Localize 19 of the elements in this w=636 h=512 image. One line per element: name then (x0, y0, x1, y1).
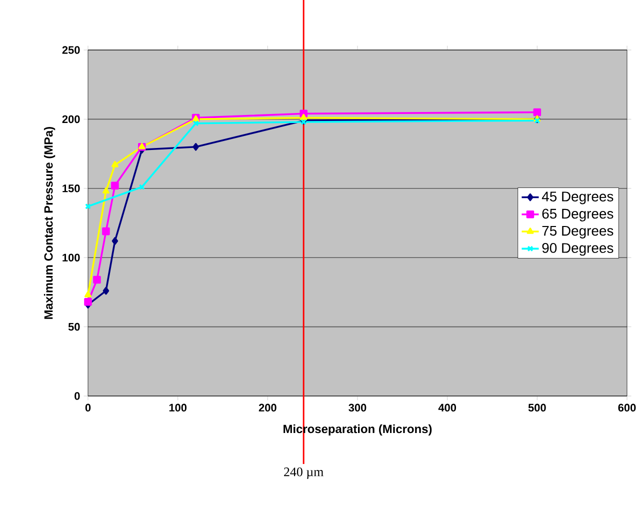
x-tick-label: 500 (528, 404, 546, 412)
y-axis-title: Maximum Contact Pressure (MPa) (44, 126, 56, 319)
x-tick-label: 400 (438, 404, 456, 412)
x-tick-label: 0 (85, 404, 91, 412)
y-tick-label: 0 (74, 392, 80, 400)
y-tick-label: 250 (62, 46, 80, 54)
legend-label: 75 Degrees (542, 226, 614, 238)
x-tick-label: 600 (618, 404, 636, 412)
y-tick-label: 100 (62, 254, 80, 262)
ref-line-label: 240 µm (284, 468, 324, 479)
y-tick-label: 150 (62, 184, 80, 192)
y-tick-label: 200 (62, 115, 80, 124)
y-tick-label: 50 (68, 322, 80, 331)
x-tick-label: 300 (348, 404, 366, 412)
legend-label: 90 Degrees (542, 243, 614, 256)
x-tick-label: 100 (169, 404, 187, 412)
x-tick-label: 200 (258, 404, 276, 412)
legend-label: 65 Degrees (542, 208, 614, 222)
legend-label: 45 Degrees (542, 192, 614, 204)
